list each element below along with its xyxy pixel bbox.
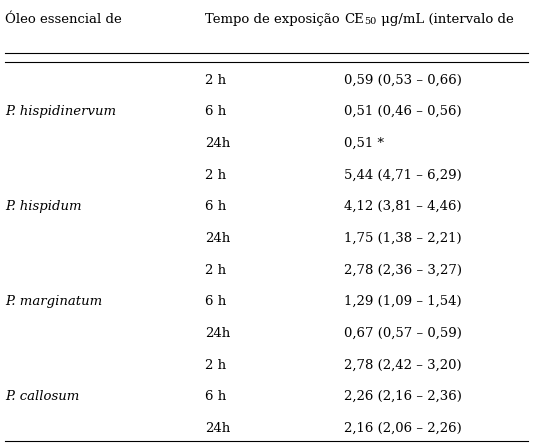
Text: 6 h: 6 h xyxy=(205,390,227,403)
Text: 2 h: 2 h xyxy=(205,264,227,277)
Text: 24h: 24h xyxy=(205,422,230,435)
Text: 5,44 (4,71 – 6,29): 5,44 (4,71 – 6,29) xyxy=(344,169,462,182)
Text: 2,16 (2,06 – 2,26): 2,16 (2,06 – 2,26) xyxy=(344,422,462,435)
Text: 2,78 (2,42 – 3,20): 2,78 (2,42 – 3,20) xyxy=(344,359,461,372)
Text: 6 h: 6 h xyxy=(205,200,227,213)
Text: P. callosum: P. callosum xyxy=(5,390,80,403)
Text: 2 h: 2 h xyxy=(205,169,227,182)
Text: 1,29 (1,09 – 1,54): 1,29 (1,09 – 1,54) xyxy=(344,295,461,308)
Text: P. hispidum: P. hispidum xyxy=(5,200,82,213)
Text: 2 h: 2 h xyxy=(205,74,227,87)
Text: 24h: 24h xyxy=(205,137,230,150)
Text: 2 h: 2 h xyxy=(205,359,227,372)
Text: 0,51 (0,46 – 0,56): 0,51 (0,46 – 0,56) xyxy=(344,105,461,118)
Text: 24h: 24h xyxy=(205,232,230,245)
Text: 0,51 *: 0,51 * xyxy=(344,137,384,150)
Text: 0,59 (0,53 – 0,66): 0,59 (0,53 – 0,66) xyxy=(344,74,462,87)
Text: CE: CE xyxy=(344,13,364,26)
Text: 1,75 (1,38 – 2,21): 1,75 (1,38 – 2,21) xyxy=(344,232,461,245)
Text: 0,67 (0,57 – 0,59): 0,67 (0,57 – 0,59) xyxy=(344,327,462,340)
Text: Óleo essencial de: Óleo essencial de xyxy=(5,13,122,26)
Text: 50: 50 xyxy=(364,17,376,26)
Text: 4,12 (3,81 – 4,46): 4,12 (3,81 – 4,46) xyxy=(344,200,461,213)
Text: 6 h: 6 h xyxy=(205,295,227,308)
Text: 24h: 24h xyxy=(205,327,230,340)
Text: Tempo de exposição: Tempo de exposição xyxy=(205,13,340,26)
Text: 2,78 (2,36 – 3,27): 2,78 (2,36 – 3,27) xyxy=(344,264,462,277)
Text: 2,26 (2,16 – 2,36): 2,26 (2,16 – 2,36) xyxy=(344,390,462,403)
Text: 6 h: 6 h xyxy=(205,105,227,118)
Text: P. marginatum: P. marginatum xyxy=(5,295,103,308)
Text: μg/mL (intervalo de: μg/mL (intervalo de xyxy=(377,13,514,26)
Text: P. hispidinervum: P. hispidinervum xyxy=(5,105,116,118)
